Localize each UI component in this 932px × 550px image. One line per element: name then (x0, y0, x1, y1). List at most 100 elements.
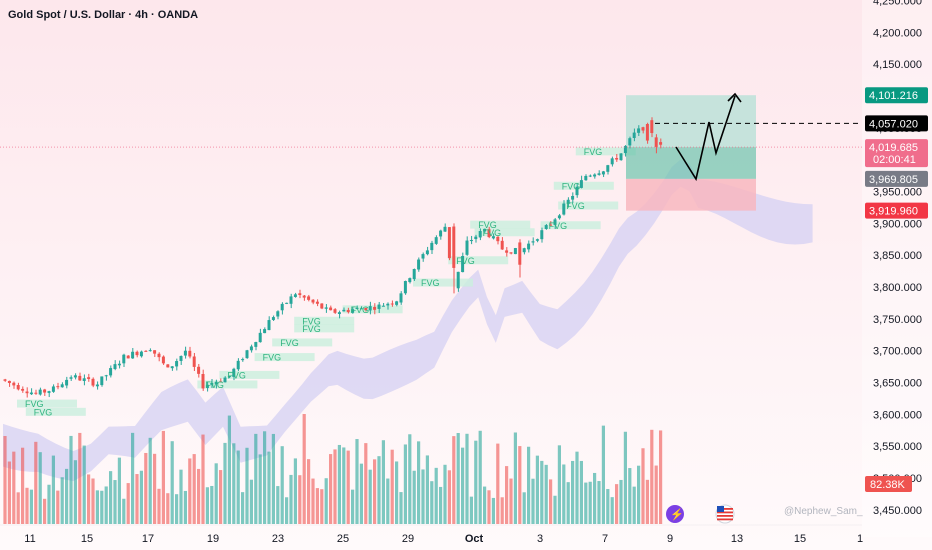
fvg-zone (219, 370, 280, 379)
fvg-zone (342, 305, 403, 314)
volume-bar (329, 454, 333, 524)
candle (153, 350, 157, 354)
y-tick-label: 4,200.000 (873, 27, 922, 39)
volume-bar (232, 443, 236, 524)
candle (69, 377, 73, 379)
volume-bar (153, 453, 157, 524)
candle (329, 307, 333, 311)
volume-bar (478, 430, 482, 524)
candle (469, 239, 473, 242)
volume-bar (139, 470, 143, 524)
candle (126, 355, 130, 359)
x-tick-label: 25 (337, 533, 349, 545)
candle (579, 180, 583, 188)
fvg-zone (558, 201, 619, 210)
candle (483, 228, 487, 232)
candle (245, 350, 249, 359)
candle (21, 388, 25, 391)
candle (364, 308, 368, 311)
candle (544, 225, 548, 229)
volume-bar (12, 451, 16, 524)
volume-bar (113, 480, 117, 524)
volume-bar (223, 442, 227, 524)
volume-bar (333, 449, 337, 524)
candle (535, 239, 539, 241)
candle (197, 366, 201, 374)
candle (16, 385, 20, 390)
y-tick-label: 3,700.000 (873, 346, 922, 358)
x-tick-label: 7 (602, 533, 608, 545)
candle (78, 375, 82, 381)
fvg-label: FVG (263, 353, 282, 363)
y-tick-label: 3,750.000 (873, 314, 922, 326)
volume-bar (65, 468, 69, 524)
volume-bar (267, 451, 271, 524)
volume-bar (641, 448, 645, 524)
candle (267, 320, 271, 331)
candle (434, 237, 438, 244)
time-axis: 11 15 17 19 23 25 29 Oct 3 7 9 13 15 1 (0, 524, 863, 545)
volume-bar (307, 459, 311, 524)
candle (302, 295, 306, 298)
candle (518, 242, 522, 265)
candle (496, 236, 500, 242)
volume-bar (461, 447, 465, 524)
candle (333, 309, 337, 313)
fvg-zone (17, 399, 77, 408)
price-tag-label: 4,019.685 (869, 142, 918, 154)
fvg-label: FVG (562, 181, 581, 191)
fvg-zone (474, 228, 535, 237)
y-tick-label: 3,550.000 (873, 441, 922, 453)
fvg-label: FVG (302, 324, 321, 334)
candle (56, 386, 60, 388)
volume-bar (56, 490, 60, 524)
x-tick-label: 9 (667, 533, 673, 545)
volume-bar (43, 498, 47, 524)
candle (509, 252, 513, 254)
volume-bar (51, 455, 55, 524)
volume-bar (73, 460, 77, 524)
candle (117, 363, 121, 366)
volume-bar (456, 432, 460, 524)
volume-bar (126, 483, 130, 524)
volume-bar (214, 463, 218, 524)
volume-bar (623, 431, 627, 524)
fvg-label: FVG (280, 338, 299, 348)
fvg-zone (553, 181, 614, 190)
candle (307, 296, 311, 300)
volume-bar (131, 432, 135, 524)
volume-bar (144, 452, 148, 524)
volume-bar (373, 459, 377, 524)
volume-bar (258, 454, 262, 524)
candle (553, 219, 557, 225)
candle (381, 305, 385, 307)
candle (395, 301, 399, 305)
volume-bar (135, 474, 139, 524)
volume-bar (241, 492, 245, 524)
volume-bar (342, 447, 346, 524)
candle (337, 312, 341, 314)
candle (659, 142, 663, 145)
volume-bar (166, 493, 170, 524)
fvg-label: FVG (302, 316, 321, 326)
volume-bar (320, 489, 324, 524)
fvg-zone (294, 316, 355, 325)
volume-bar (571, 460, 575, 524)
candle (474, 236, 478, 240)
fvg-label: FVG (549, 221, 568, 231)
fvg-zone (575, 147, 636, 156)
candle (34, 392, 38, 394)
volume-bar (619, 479, 623, 524)
volume-bar (491, 497, 495, 524)
volume-bar (615, 484, 619, 524)
volume-bar (34, 441, 38, 524)
volume-bar (276, 486, 280, 524)
candle (258, 332, 262, 343)
volume-bar (192, 454, 196, 524)
candle (3, 379, 7, 381)
volume-bar (553, 495, 557, 524)
volume-bar (452, 436, 456, 524)
candle (610, 158, 614, 165)
